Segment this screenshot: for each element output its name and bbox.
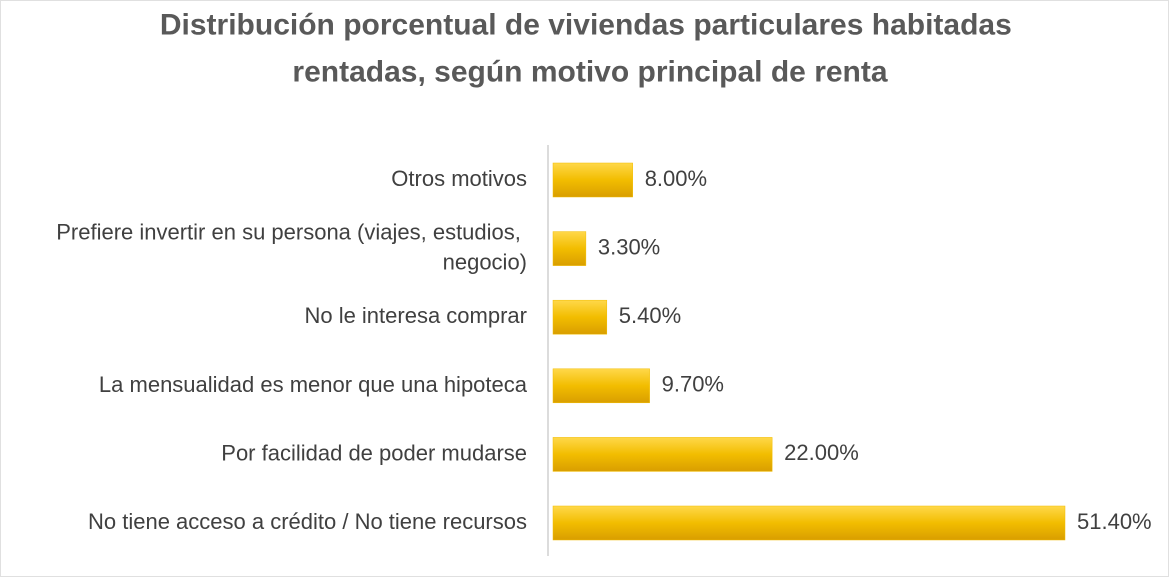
bar [552,437,773,472]
category-label: Prefiere invertir en su persona (viajes,… [56,219,527,274]
value-label: 9.70% [662,372,724,397]
bar [552,162,633,198]
bar [552,299,608,335]
value-label: 51.40% [1077,509,1152,534]
chart-title: Distribución porcentual de viviendas par… [160,8,1020,88]
value-label: 3.30% [598,234,660,259]
category-label: Otros motivos [391,166,527,191]
bar [552,368,650,404]
category-label: Por facilidad de poder mudarse [221,440,527,465]
category-label: No tiene acceso a crédito / No tiene rec… [88,509,527,534]
category-label: La mensualidad es menor que una hipoteca [99,372,528,397]
value-label: 8.00% [645,166,707,191]
category-label: No le interesa comprar [304,303,527,328]
bar [552,231,587,266]
value-label: 22.00% [784,440,859,465]
bar [552,505,1066,541]
value-label: 5.40% [619,303,681,328]
